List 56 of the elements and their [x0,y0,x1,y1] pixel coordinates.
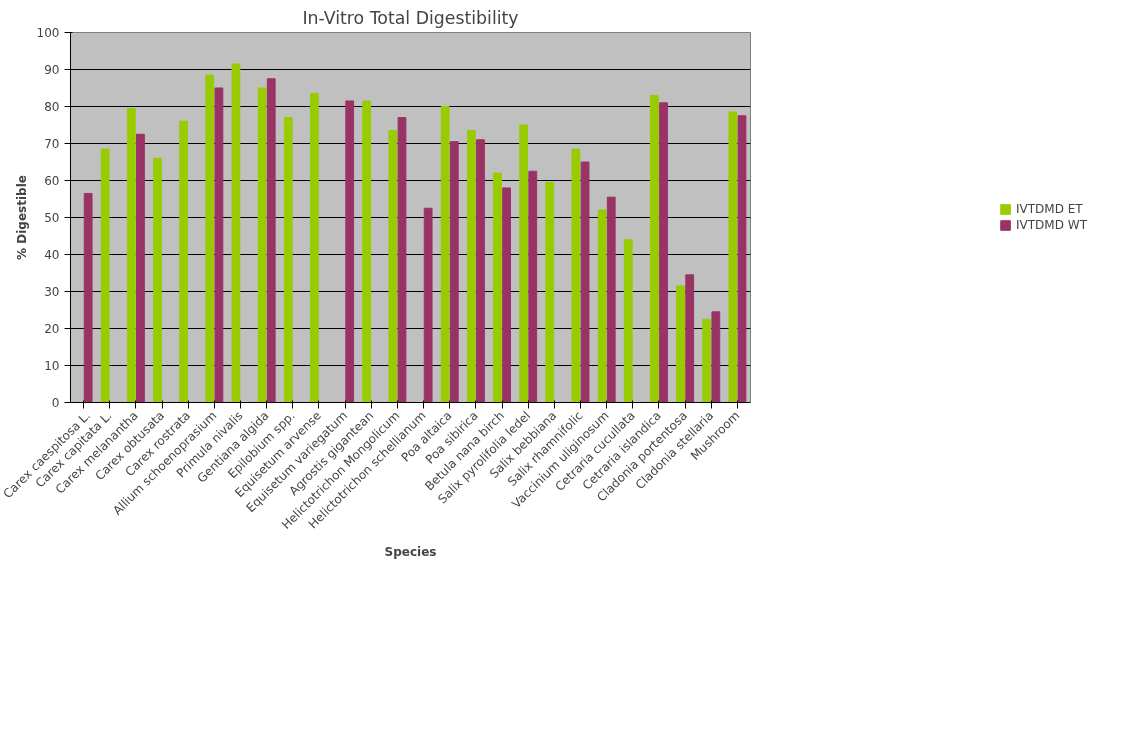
y-axis-title: % Digestible [14,175,29,260]
bar [737,115,747,403]
bar [179,120,189,403]
bar [257,87,267,403]
bar [214,87,224,403]
bar [440,106,450,403]
bar [606,196,616,403]
y-tick-label: 20 [44,322,60,336]
bar [136,133,145,403]
x-axis-title: Species [384,544,437,559]
y-tick-label: 40 [44,248,60,262]
bar [702,318,712,403]
y-tick-label: 100 [36,26,60,40]
bar [502,187,512,403]
bar [685,274,695,403]
bar [649,94,659,403]
bar [493,172,502,403]
bar [153,157,162,403]
bar [676,285,685,403]
y-tick-label: 70 [44,137,60,151]
bar [597,209,607,403]
bar [83,192,93,403]
bar [309,93,319,403]
bar [362,100,372,403]
bar [283,117,293,403]
bar [580,161,590,403]
bar [659,102,668,403]
bar [100,148,110,403]
bar [205,74,215,403]
bar [231,63,241,403]
y-tick-label: 0 [51,396,60,410]
bar [545,181,555,403]
y-tick-label: 60 [44,174,60,188]
bar [519,124,529,403]
bar [623,239,633,403]
bar [711,311,721,403]
bar [466,130,476,403]
chart-title: In-Vitro Total Digestibility [302,7,519,28]
bar [476,139,485,403]
y-tick-label: 90 [44,63,60,77]
bar [528,170,538,403]
legend-label: IVTDMD WT [1016,218,1087,232]
bar [388,130,398,403]
y-tick-label: 30 [44,285,60,299]
y-tick-label: 80 [44,100,60,114]
y-tick-label: 10 [44,359,60,373]
bar [397,117,407,403]
bar [126,107,136,403]
legend-label: IVTDMD ET [1016,202,1083,216]
bar [449,141,459,403]
bar [571,148,581,403]
bar [423,207,433,403]
y-tick-label: 50 [44,211,60,225]
bar [345,100,355,403]
bar [728,111,738,403]
bar [266,78,276,403]
